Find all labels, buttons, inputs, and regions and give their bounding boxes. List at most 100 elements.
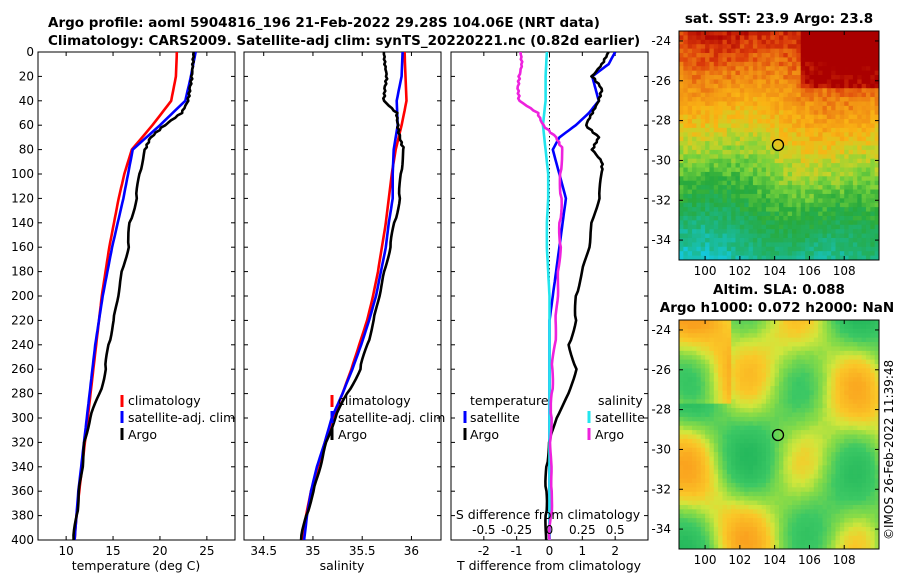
heatmap-cell (770, 526, 776, 532)
heatmap-cell (774, 518, 780, 524)
heatmap-cell (700, 180, 706, 186)
heatmap-cell (822, 132, 828, 138)
heatmap-cell (705, 101, 711, 107)
heatmap-cell (761, 482, 767, 488)
heatmap-cell (818, 491, 824, 497)
heatmap-cell (848, 180, 854, 186)
heatmap-cell (787, 337, 793, 343)
heatmap-cell (848, 522, 854, 528)
heatmap-cell (813, 390, 819, 396)
heatmap-cell (774, 83, 780, 89)
heatmap-cell (844, 443, 850, 449)
heatmap-cell (687, 198, 693, 204)
heatmap-cell (870, 39, 876, 45)
heatmap-cell (779, 394, 784, 400)
heatmap-cell (735, 75, 741, 81)
heatmap-cell (870, 394, 876, 400)
heatmap-cell (787, 185, 793, 191)
heatmap-cell (757, 403, 763, 409)
heatmap-cell (809, 79, 815, 85)
heatmap-cell (826, 509, 832, 515)
heatmap-cell (818, 337, 824, 343)
heatmap-cell (748, 193, 754, 199)
heatmap-cell (800, 390, 806, 396)
heatmap-cell (848, 377, 854, 383)
heatmap-cell (718, 132, 724, 138)
heatmap-cell (844, 535, 850, 541)
heatmap-cell (761, 328, 767, 334)
heatmap-cell (774, 123, 780, 129)
heatmap-cell (857, 526, 863, 532)
heatmap-cell (692, 355, 697, 361)
heatmap-cell (835, 328, 841, 334)
heatmap-cell (757, 368, 763, 374)
heatmap-cell (696, 403, 702, 409)
heatmap-cell (718, 346, 724, 352)
heatmap-cell (687, 127, 693, 133)
heatmap-cell (679, 167, 684, 173)
heatmap-cell (709, 229, 715, 235)
heatmap-cell (822, 79, 828, 85)
heatmap-cell (826, 381, 832, 387)
heatmap-cell (709, 53, 715, 59)
heatmap-cell (748, 443, 754, 449)
heatmap-cell (865, 189, 871, 195)
heatmap-cell (800, 154, 806, 160)
heatmap-cell (861, 328, 867, 334)
heatmap-cell (870, 496, 876, 502)
heatmap-cell (813, 193, 819, 199)
heatmap-cell (796, 132, 802, 138)
heatmap-cell (752, 189, 758, 195)
heatmap-cell (709, 127, 715, 133)
heatmap-cell (792, 176, 797, 182)
heatmap-cell (835, 504, 841, 510)
heatmap-cell (748, 447, 754, 453)
heatmap-cell (765, 193, 771, 199)
heatmap-cell (835, 141, 841, 147)
heatmap-cell (722, 474, 728, 480)
heatmap-cell (683, 394, 689, 400)
heatmap-cell (835, 346, 841, 352)
heatmap-cell (813, 101, 819, 107)
heatmap-cell (822, 438, 828, 444)
heatmap-cell (739, 386, 745, 392)
heatmap-cell (752, 522, 758, 528)
heatmap-cell (783, 185, 789, 191)
heatmap-cell (761, 513, 767, 519)
heatmap-cell (770, 390, 776, 396)
heatmap-cell (874, 346, 879, 352)
heatmap-cell (831, 61, 837, 67)
heatmap-cell (687, 434, 693, 440)
heatmap-cell (844, 491, 850, 497)
heatmap-cell (731, 61, 737, 67)
heatmap-cell (805, 176, 811, 182)
heatmap-cell (870, 399, 876, 405)
heatmap-cell (713, 61, 719, 67)
heatmap-cell (787, 189, 793, 195)
heatmap-cell (748, 149, 754, 155)
heatmap-cell (757, 145, 763, 151)
heatmap-cell (805, 430, 811, 436)
heatmap-cell (735, 487, 741, 493)
heatmap-cell (718, 242, 724, 248)
heatmap-cell (779, 452, 784, 458)
heatmap-cell (683, 500, 689, 506)
heatmap-cell (848, 394, 854, 400)
heatmap-cell (770, 399, 776, 405)
heatmap-cell (748, 342, 754, 348)
heatmap-cell (796, 359, 802, 365)
heatmap-cell (705, 496, 711, 502)
heatmap-cell (705, 491, 711, 497)
heatmap-cell (857, 346, 863, 352)
heatmap-cell (709, 242, 715, 248)
heatmap-cell (726, 119, 732, 125)
heatmap-cell (757, 386, 763, 392)
heatmap-cell (718, 154, 724, 160)
heatmap-cell (844, 53, 850, 59)
heatmap-cell (848, 518, 854, 524)
heatmap-cell (861, 88, 867, 94)
heatmap-cell (700, 127, 706, 133)
heatmap-cell (848, 346, 854, 352)
heatmap-cell (709, 171, 715, 177)
heatmap-cell (739, 61, 745, 67)
